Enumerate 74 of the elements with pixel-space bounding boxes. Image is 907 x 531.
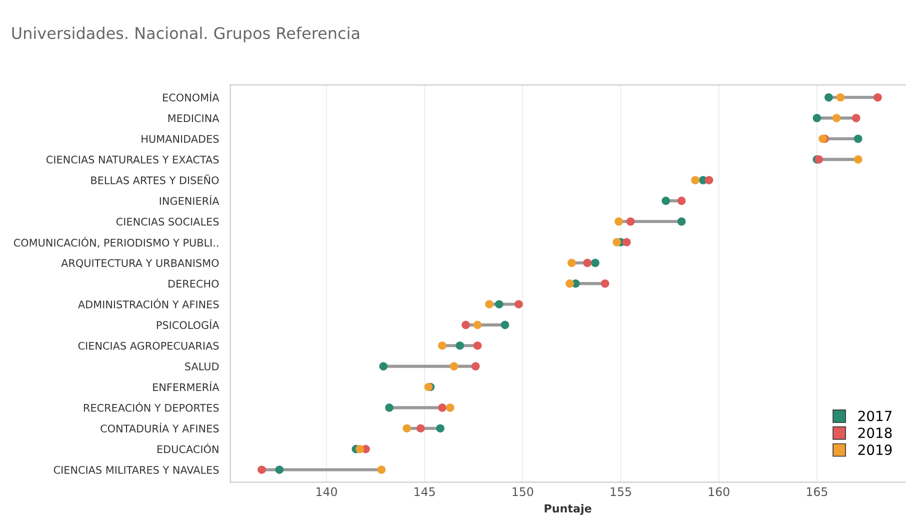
- point: [500, 320, 510, 330]
- y-tick-label: CIENCIAS SOCIALES: [116, 218, 219, 226]
- x-tick-label: 145: [414, 487, 435, 496]
- y-tick-label: INGENIERÍA: [160, 195, 220, 205]
- point: [614, 217, 623, 226]
- x-tick-label: 155: [610, 487, 631, 496]
- legend-label: 2018: [858, 428, 892, 438]
- y-tick-label: COMUNICACIÓN, PERIODISMO Y PUBLI..: [14, 236, 218, 248]
- point: [494, 300, 504, 308]
- point: [626, 217, 635, 226]
- point: [832, 114, 841, 122]
- point: [852, 114, 860, 122]
- point: [450, 362, 458, 370]
- point: [622, 238, 631, 246]
- point: [258, 466, 266, 474]
- point: [438, 404, 446, 412]
- point: [677, 217, 686, 226]
- point: [379, 362, 388, 370]
- point: [385, 404, 394, 412]
- point: [854, 134, 862, 143]
- point: [662, 196, 670, 205]
- point: [514, 300, 523, 308]
- point: [462, 320, 470, 330]
- legend-label: 2017: [858, 410, 892, 422]
- point: [874, 93, 882, 102]
- point: [812, 114, 822, 122]
- point: [456, 341, 464, 350]
- x-tick-label: 150: [512, 487, 534, 496]
- x-tick-label: 165: [806, 487, 828, 496]
- y-tick-label: ARQUITECTURA Y URBANISMO: [61, 259, 219, 268]
- point: [446, 404, 454, 412]
- legend-label: 2019: [858, 444, 892, 456]
- x-tick-label: 160: [708, 487, 730, 496]
- y-tick-label: ADMINISTRACIÓN Y AFINES: [78, 298, 219, 308]
- point: [612, 238, 621, 246]
- y-tick-label: CONTADURÍA Y AFINES: [100, 422, 219, 432]
- y-tick-label: MEDICINA: [168, 114, 220, 122]
- point: [566, 279, 574, 288]
- point: [600, 279, 610, 288]
- point: [416, 424, 425, 433]
- y-tick-label: RECREACIÓN Y DEPORTES: [84, 402, 219, 412]
- point: [704, 176, 714, 184]
- y-tick-label: CIENCIAS AGROPECUARIAS: [78, 342, 219, 350]
- y-tick-label: DERECHO: [168, 280, 219, 288]
- point: [471, 362, 480, 370]
- x-axis-title: Puntaje: [544, 504, 592, 515]
- point: [402, 424, 412, 433]
- y-tick-label: ECONOMÍA: [163, 92, 220, 102]
- point: [824, 93, 833, 102]
- x-tick-label: 140: [316, 487, 337, 496]
- y-tick-label: EDUCACIÓN: [158, 443, 218, 454]
- y-tick-label: CIENCIAS NATURALES Y EXACTAS: [46, 156, 219, 164]
- point: [677, 196, 686, 205]
- y-tick-label: HUMANIDADES: [142, 134, 219, 143]
- point: [568, 258, 576, 268]
- point: [591, 258, 600, 268]
- point: [485, 300, 494, 308]
- point: [583, 258, 592, 268]
- point: [377, 466, 386, 474]
- y-tick-label: BELLAS ARTES Y DISEÑO: [91, 174, 219, 184]
- point: [473, 341, 482, 350]
- point: [436, 424, 444, 433]
- point: [473, 320, 482, 330]
- point: [275, 466, 284, 474]
- point: [836, 93, 845, 102]
- y-tick-label: SALUD: [185, 362, 219, 370]
- point: [691, 176, 700, 184]
- point: [438, 341, 446, 350]
- point: [356, 444, 364, 454]
- point: [854, 155, 862, 164]
- chart-title: Universidades. Nacional. Grupos Referencia: [12, 26, 360, 42]
- y-tick-label: PSICOLOGÍA: [156, 319, 220, 330]
- y-tick-label: CIENCIAS MILITARES Y NAVALES: [54, 466, 219, 474]
- y-tick-label: ENFERMERÍA: [153, 381, 220, 391]
